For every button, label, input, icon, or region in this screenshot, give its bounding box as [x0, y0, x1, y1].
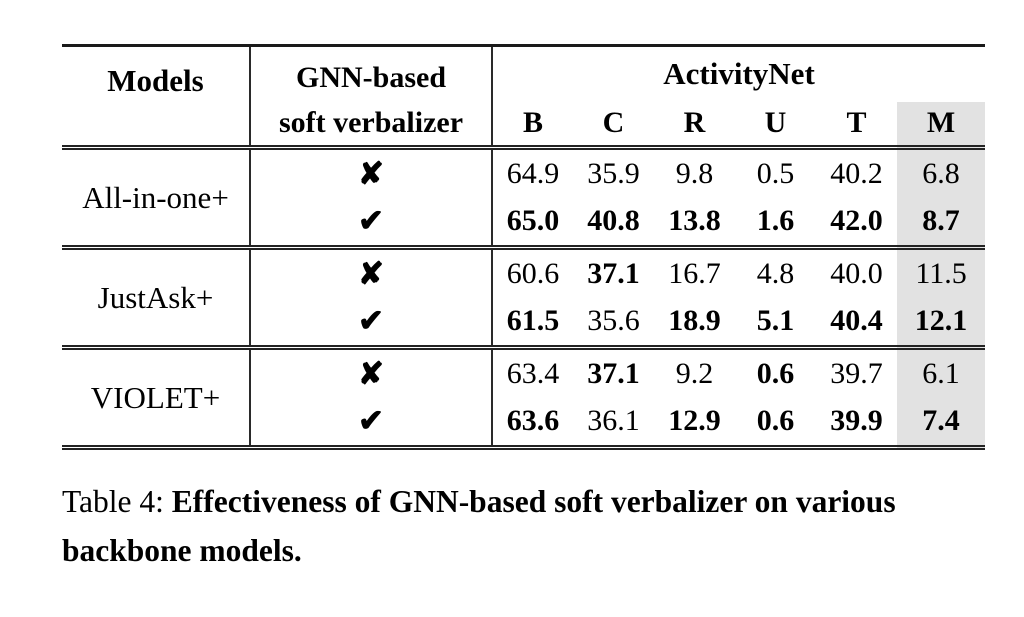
metric-value: 36.1: [573, 397, 654, 450]
cross-icon: ✘: [250, 247, 493, 298]
metric-value: 63.6: [492, 397, 573, 450]
metric-value: 6.8: [897, 147, 986, 198]
metric-value: 40.2: [830, 156, 883, 190]
metric-value: 37.1: [587, 356, 640, 390]
column-header-models: Models: [62, 45, 251, 150]
metric-value: 37.1: [587, 256, 640, 290]
column-header-verbalizer: GNN-based soft verbalizer: [250, 45, 493, 150]
metric-value: 18.9: [654, 297, 735, 350]
metric-value: 1.6: [735, 197, 816, 250]
metric-value: 40.4: [816, 297, 897, 350]
metric-value: 65.0: [492, 197, 573, 250]
column-header-metric-m: M: [897, 101, 986, 150]
check-icon: ✔: [250, 197, 493, 250]
metric-value: 35.9: [587, 156, 640, 190]
metric-value: 8.7: [897, 197, 986, 250]
metric-value: 5.1: [735, 297, 816, 350]
header-row-top: Models GNN-based soft verbalizer Activit…: [62, 45, 985, 150]
metric-value: 63.4: [506, 356, 560, 390]
metric-value: 11.5: [897, 247, 986, 298]
model-name: VIOLET+: [62, 347, 251, 450]
column-header-metric-c: C: [573, 101, 654, 150]
table-row: VIOLET+ ✘ 63.4 37.1 9.2 0.6 39.7 6.1: [62, 347, 986, 450]
table-row: ✔ 63.6 36.1 12.9 0.6 39.9 7.4: [62, 397, 986, 450]
metric-value: 35.6: [573, 297, 654, 350]
column-header-metric-r: R: [654, 101, 735, 150]
metric-value: 6.1: [897, 347, 986, 398]
table-body: All-in-one+ ✘ 64.9 35.9 9.8 0.5 40.2 6.8 ✔ 65.0 40…: [62, 147, 986, 450]
metric-value: 39.9: [816, 397, 897, 450]
metric-value: 42.0: [816, 197, 897, 250]
metric-value: 40.0: [830, 256, 883, 290]
metric-value: 9.2: [675, 356, 714, 390]
metric-value: 12.1: [897, 297, 986, 350]
table-row: ✔ 61.5 35.6 18.9 5.1 40.4 12.1: [62, 297, 986, 350]
caption-label: Table 4:: [62, 484, 164, 519]
metric-value: 4.8: [756, 256, 795, 290]
metric-value: 9.8: [675, 156, 714, 190]
metric-value: 0.6: [735, 397, 816, 450]
cross-icon: ✘: [250, 147, 493, 198]
column-header-metric-u: U: [735, 101, 816, 150]
metric-value: 13.8: [654, 197, 735, 250]
metric-value: 64.9: [506, 156, 560, 190]
verbalizer-label-line1: GNN-based: [295, 61, 446, 94]
model-name: JustAsk+: [62, 247, 251, 350]
table-row: All-in-one+ ✘ 64.9 35.9 9.8 0.5 40.2 6.8: [62, 147, 986, 250]
metric-value: 60.6: [506, 256, 560, 290]
check-icon: ✔: [250, 297, 493, 350]
table-caption: Table 4: Effectiveness of GNN-based soft…: [62, 478, 967, 576]
metric-value: 7.4: [897, 397, 986, 450]
model-name: All-in-one+: [62, 147, 251, 250]
results-table: Models GNN-based soft verbalizer Activit…: [62, 44, 986, 450]
metric-value: 0.5: [756, 156, 795, 190]
metric-value: 40.8: [573, 197, 654, 250]
column-group-activitynet: ActivityNet: [663, 56, 815, 92]
cross-icon: ✘: [250, 347, 493, 398]
check-icon: ✔: [250, 397, 493, 450]
table-header: Models GNN-based soft verbalizer Activit…: [62, 45, 986, 150]
metric-value: 0.6: [756, 356, 795, 390]
verbalizer-label-line2: soft verbalizer: [278, 106, 464, 139]
column-header-metric-t: T: [816, 101, 897, 150]
metric-value: 39.7: [830, 356, 883, 390]
table-row: JustAsk+ ✘ 60.6 37.1 16.7 4.8 40.0 11.5: [62, 247, 986, 350]
column-header-metric-b: B: [492, 101, 573, 150]
table-row: ✔ 65.0 40.8 13.8 1.6 42.0 8.7: [62, 197, 986, 250]
metric-value: 61.5: [492, 297, 573, 350]
caption-text: Effectiveness of GNN-based soft verbaliz…: [62, 484, 896, 568]
metric-value: 12.9: [654, 397, 735, 450]
metric-value: 16.7: [668, 256, 721, 290]
